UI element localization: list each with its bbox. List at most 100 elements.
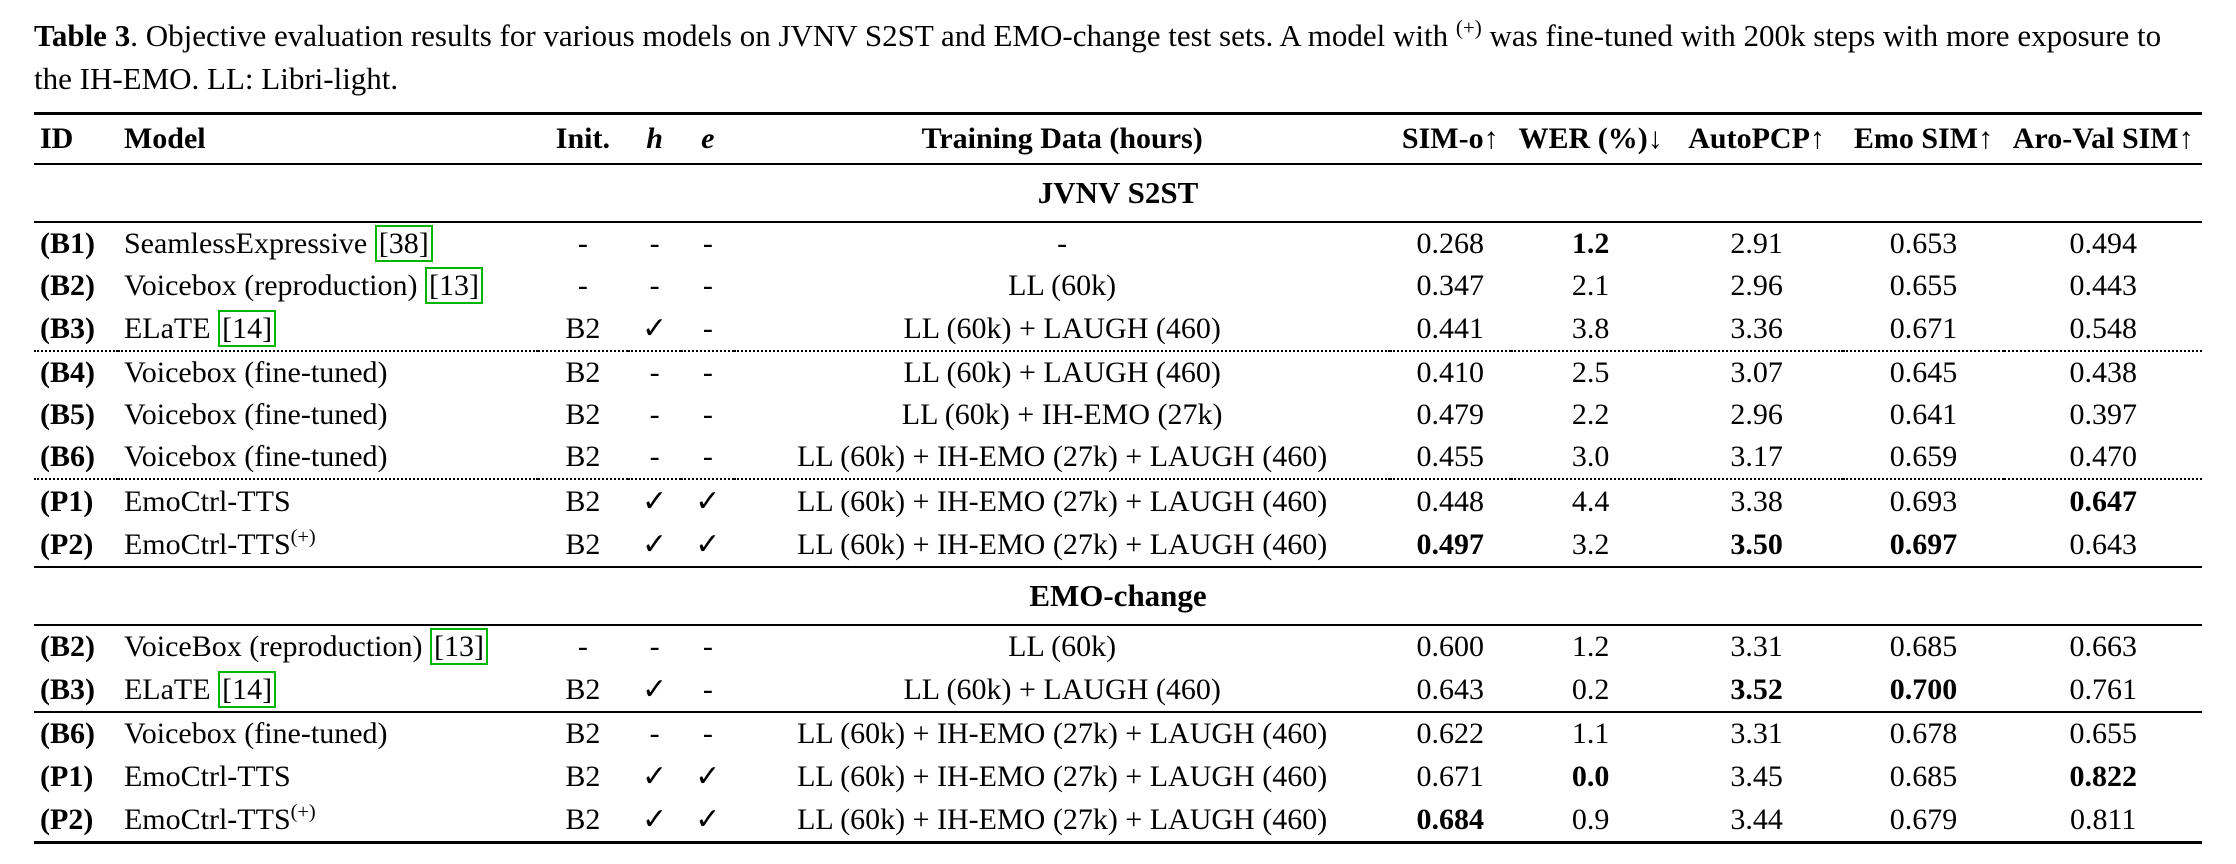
metric-wer: 3.0 <box>1510 436 1671 480</box>
table-caption: Table 3. Objective evaluation results fo… <box>34 14 2202 100</box>
col-header-id: ID <box>40 122 74 155</box>
init-value: - <box>577 630 588 663</box>
model-superscript: (+) <box>290 525 316 548</box>
metric-sim-o: 0.622 <box>1416 717 1485 750</box>
e-flag: - <box>681 668 735 713</box>
h-flag: - <box>649 398 660 431</box>
row-id: (P2) <box>40 527 94 561</box>
e-flag: ✓ <box>681 798 735 844</box>
model-name: Voicebox (fine-tuned) <box>123 398 388 431</box>
col-header-sim-o: SIM-o↑ <box>1401 122 1499 155</box>
col-header-model: Model <box>123 122 206 155</box>
metric-aro-val-sim: 0.643 <box>2069 527 2137 561</box>
h-flag: ✓ <box>641 528 668 561</box>
citation-link[interactable]: [14] <box>218 670 277 708</box>
model-name: Voicebox (fine-tuned) <box>123 356 388 389</box>
section-header-row: EMO-change <box>34 566 2202 626</box>
row-id: (B6) <box>40 717 95 750</box>
metric-wer: 1.2 <box>1571 227 1610 260</box>
metric-emo-sim: 0.685 <box>1889 630 1958 663</box>
e-flag: - <box>681 436 735 480</box>
metric-wer: 2.5 <box>1571 356 1610 389</box>
metric-wer: 2.1 <box>1571 269 1610 302</box>
col-header-init: Init. <box>555 122 610 155</box>
metric-wer: 0.2 <box>1510 668 1671 713</box>
citation-link[interactable]: [38] <box>374 225 433 262</box>
training-data: LL (60k) + IH-EMO (27k) + LAUGH (460) <box>734 436 1390 480</box>
init-value: B2 <box>565 717 601 750</box>
e-flag: - <box>702 227 713 260</box>
result-row: (P2) EmoCtrl-TTS(+) B2 ✓ ✓ LL (60k) + IH-EMO … <box>34 523 2202 567</box>
result-row: (B6) Voicebox (fine-tuned) B2- - LL (60k) + … <box>34 436 2202 480</box>
init-value: B2 <box>565 527 601 561</box>
metric-aro-val-sim: 0.761 <box>2004 668 2202 713</box>
metric-emo-sim: 0.653 <box>1889 227 1958 260</box>
section-header-row: JVNV S2ST <box>34 163 2202 223</box>
h-flag: - <box>649 356 660 389</box>
h-flag: - <box>649 269 660 302</box>
init-value: B2 <box>565 356 601 389</box>
results-table: ID Model Init. h e Training Data (hours) SIM-o… <box>34 112 2202 844</box>
model-name: Voicebox (fine-tuned) <box>117 436 538 480</box>
metric-wer: 0.0 <box>1571 759 1610 793</box>
result-row: (B3) ELaTE [14] B2 ✓ - LL (60k) + LAUGH (460)… <box>34 307 2202 352</box>
training-data: LL (60k) <box>1008 269 1117 302</box>
metric-wer: 3.8 <box>1510 307 1671 352</box>
metric-wer: 0.9 <box>1510 798 1671 844</box>
metric-aro-val-sim: 0.470 <box>2004 436 2202 480</box>
model-name: EmoCtrl-TTS <box>123 759 291 793</box>
col-header-wer: WER (%)↓ <box>1518 122 1663 155</box>
row-id: (B2) <box>40 269 95 302</box>
e-flag: - <box>702 630 713 663</box>
model-name: Voicebox (reproduction) [13] <box>118 265 538 307</box>
metric-aro-val-sim: 0.655 <box>2069 717 2137 750</box>
col-header-aro-val-sim: Aro-Val SIM↑ <box>2012 122 2194 155</box>
metric-aro-val-sim: 0.494 <box>2069 227 2137 260</box>
init-value: B2 <box>565 484 601 518</box>
table-head: ID Model Init. h e Training Data (hours) SIM-o… <box>34 113 2202 164</box>
metric-aro-val-sim: 0.397 <box>2069 398 2137 431</box>
training-data: LL (60k) + LAUGH (460) <box>734 668 1390 713</box>
e-flag: ✓ <box>695 485 721 518</box>
metric-autopcp: 3.50 <box>1730 527 1783 561</box>
metric-sim-o: 0.479 <box>1416 398 1485 431</box>
col-header-autopcp: AutoPCP↑ <box>1688 122 1825 155</box>
metric-autopcp: 2.96 <box>1730 398 1783 431</box>
init-value: - <box>577 269 588 302</box>
col-header-emo-sim: Emo SIM↑ <box>1853 122 1994 155</box>
model-name: Voicebox (fine-tuned) <box>123 717 388 750</box>
e-flag: - <box>702 356 713 389</box>
training-data: LL (60k) + IH-EMO (27k) + LAUGH (460) <box>734 798 1390 844</box>
metric-wer: 1.1 <box>1571 717 1610 750</box>
metric-aro-val-sim: 0.548 <box>2004 307 2202 352</box>
init-value: B2 <box>537 798 628 844</box>
result-row: (P2) EmoCtrl-TTS(+) B2 ✓ ✓ LL (60k) + IH-EMO … <box>34 798 2202 844</box>
metric-aro-val-sim: 0.822 <box>2069 759 2137 793</box>
table-body: JVNV S2ST (B1) SeamlessExpressive [38] - - - -… <box>34 163 2202 844</box>
metric-aro-val-sim: 0.438 <box>2069 356 2137 389</box>
result-row: (B5) Voicebox (fine-tuned) B2 - - LL (60k) + … <box>34 394 2202 436</box>
caption-label: Table 3 <box>34 18 131 53</box>
training-data: LL (60k) + IH-EMO (27k) + LAUGH (460) <box>797 484 1328 518</box>
citation-link[interactable]: [14] <box>218 309 277 347</box>
col-header-training-data: Training Data (hours) <box>921 122 1203 155</box>
training-data: LL (60k) + IH-EMO (27k) + LAUGH (460) <box>797 527 1328 561</box>
result-row: (B1) SeamlessExpressive [38] - - - - 0.268 1.2 2… <box>34 222 2202 265</box>
training-data: LL (60k) + LAUGH (460) <box>903 356 1221 389</box>
metric-sim-o: 0.441 <box>1389 307 1511 352</box>
metric-sim-o: 0.671 <box>1416 759 1485 793</box>
col-header-e: e <box>701 122 715 155</box>
metric-emo-sim: 0.693 <box>1889 484 1958 518</box>
metric-autopcp: 3.07 <box>1730 356 1783 389</box>
citation-link[interactable]: [13] <box>425 267 483 304</box>
e-flag: ✓ <box>695 760 721 793</box>
result-row: (B6) Voicebox (fine-tuned) B2- - LL (60k) + … <box>34 712 2202 755</box>
citation-link[interactable]: [13] <box>430 628 488 665</box>
h-flag: ✓ <box>641 760 668 793</box>
row-id: (P1) <box>40 759 94 793</box>
metric-autopcp: 3.52 <box>1670 668 1843 713</box>
col-header-h: h <box>646 122 663 155</box>
metric-aro-val-sim: 0.811 <box>2004 798 2202 844</box>
metric-emo-sim: 0.645 <box>1889 356 1958 389</box>
section-title: EMO-change <box>34 566 2202 626</box>
